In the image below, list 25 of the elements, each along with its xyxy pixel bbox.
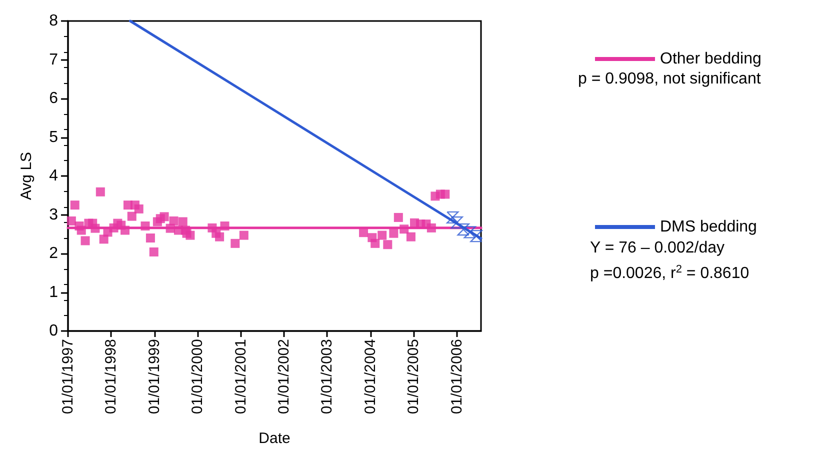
y-tick-label: 4 [49, 168, 58, 184]
y-axis-title: Avg LS [18, 152, 35, 200]
legend-label: Other bedding [660, 50, 762, 68]
y-tick-label: 0 [49, 322, 58, 340]
x-tick-label: 01/01/2002 [276, 339, 293, 414]
y-tick-label: 7 [49, 51, 58, 68]
y-tick-label: 6 [49, 90, 58, 107]
x-tick-label: 01/01/1997 [60, 339, 76, 414]
x-tick-label: 01/01/2003 [318, 339, 336, 414]
x-axis-title: Date [258, 430, 290, 447]
y-tick-label: 1 [49, 284, 58, 301]
text: Y = 76 – 0.002/day [590, 240, 724, 256]
x-tick-label: 01/01/2005 [405, 339, 422, 414]
x-tick-label: 01/01/2004 [362, 339, 379, 414]
y-tick-label: 5 [49, 128, 58, 146]
y-tick-label: 2 [49, 245, 58, 262]
x-tick-label: 01/01/2000 [189, 339, 206, 414]
x-tick-label: 01/01/2001 [232, 339, 250, 414]
x-tick-label: 01/01/1999 [146, 339, 163, 414]
x-tick-label: 01/01/1998 [102, 339, 120, 414]
y-tick-label: 3 [49, 206, 58, 224]
text: p = 0.9098, not significant [578, 70, 762, 88]
y-tick-label: 8 [49, 12, 58, 30]
x-tick-label: 01/01/2006 [448, 339, 466, 414]
legend-label: DMS bedding [660, 218, 757, 236]
